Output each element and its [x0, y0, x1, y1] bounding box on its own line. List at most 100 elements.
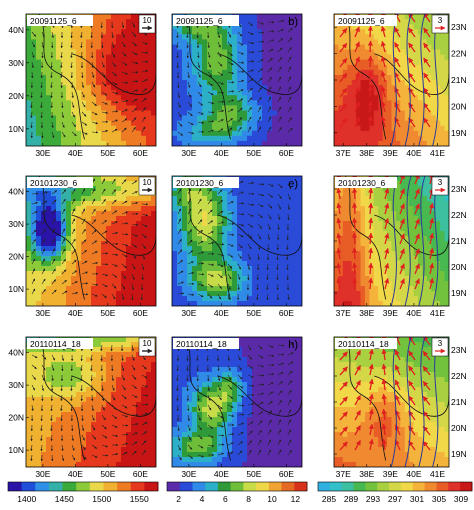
field-cell — [409, 291, 414, 297]
field-cell — [282, 136, 288, 142]
field-cell — [51, 276, 57, 282]
field-cell — [91, 246, 97, 252]
field-cell — [227, 196, 233, 202]
field-cell — [257, 19, 263, 25]
field-cell — [227, 271, 233, 277]
field-cell — [257, 105, 263, 111]
field-cell — [347, 251, 352, 257]
field-cell — [106, 271, 112, 277]
field-cell — [347, 85, 352, 91]
field-cell — [86, 256, 92, 262]
field-cell — [267, 241, 273, 247]
x-tick-label: 40E — [214, 308, 229, 318]
field-cell — [76, 45, 82, 51]
field-cell — [378, 50, 383, 56]
field-cell — [126, 14, 132, 20]
field-cell — [202, 266, 208, 272]
field-cell — [76, 206, 82, 212]
field-cell — [131, 256, 137, 262]
field-cell — [242, 105, 248, 111]
field-cell — [277, 90, 283, 96]
field-cell — [365, 105, 370, 111]
field-cell — [96, 176, 102, 182]
field-cell — [232, 131, 238, 137]
field-cell — [126, 45, 132, 51]
field-cell — [282, 90, 288, 96]
field-cell — [247, 55, 253, 61]
field-cell — [56, 50, 62, 56]
field-cell — [247, 60, 253, 66]
field-cell — [247, 19, 253, 25]
field-cell — [409, 211, 414, 217]
field-cell — [31, 65, 37, 71]
field-cell — [31, 372, 37, 378]
field-cell — [106, 276, 112, 282]
field-cell — [96, 100, 102, 106]
field-cell — [31, 196, 37, 202]
field-cell — [252, 256, 258, 262]
field-cell — [101, 246, 107, 252]
field-cell — [356, 191, 361, 197]
field-cell — [71, 136, 77, 142]
field-cell — [61, 131, 67, 137]
field-cell — [267, 24, 273, 30]
field-cell — [423, 126, 428, 132]
field-cell — [41, 216, 47, 222]
field-cell — [172, 261, 178, 267]
field-cell — [247, 45, 253, 51]
field-cell — [121, 256, 127, 262]
field-cell — [396, 276, 401, 282]
field-cell — [400, 105, 405, 111]
x-tick-label: 30E — [181, 308, 196, 318]
field-cell — [242, 55, 248, 61]
field-cell — [66, 39, 72, 45]
field-cell — [405, 111, 410, 117]
field-cell — [232, 85, 238, 91]
field-cell — [192, 196, 198, 202]
field-cell — [427, 231, 432, 237]
field-cell — [361, 251, 366, 257]
field-cell — [182, 131, 188, 137]
field-cell — [136, 276, 142, 282]
field-cell — [141, 241, 147, 247]
field-cell — [222, 241, 228, 247]
field-cell — [212, 291, 218, 297]
field-cell — [267, 55, 273, 61]
field-cell — [131, 85, 137, 91]
field-cell — [392, 261, 397, 267]
field-cell — [101, 105, 107, 111]
field-cell — [56, 221, 62, 227]
field-cell — [111, 221, 117, 227]
field-cell — [414, 55, 419, 61]
field-cell — [347, 266, 352, 272]
field-cell — [192, 29, 198, 35]
field-cell — [177, 116, 183, 122]
field-cell — [272, 196, 278, 202]
field-cell — [26, 226, 32, 232]
field-cell — [440, 70, 445, 76]
field-cell — [76, 50, 82, 56]
field-cell — [277, 176, 283, 182]
field-cell — [182, 191, 188, 197]
field-cell — [116, 14, 122, 20]
field-cell — [361, 55, 366, 61]
field-cell — [277, 226, 283, 232]
field-cell — [277, 221, 283, 227]
field-cell — [212, 236, 218, 242]
field-cell — [272, 271, 278, 277]
field-cell — [277, 70, 283, 76]
field-cell — [252, 90, 258, 96]
field-cell — [106, 216, 112, 222]
field-cell — [207, 226, 213, 232]
field-cell — [121, 286, 127, 292]
field-cell — [378, 111, 383, 117]
field-cell — [66, 281, 72, 287]
field-cell — [141, 226, 147, 232]
field-cell — [26, 357, 32, 363]
field-cell — [347, 286, 352, 292]
field-cell — [232, 29, 238, 35]
field-cell — [61, 105, 67, 111]
field-cell — [66, 90, 72, 96]
field-cell — [172, 266, 178, 272]
wind-arrow — [354, 248, 355, 259]
